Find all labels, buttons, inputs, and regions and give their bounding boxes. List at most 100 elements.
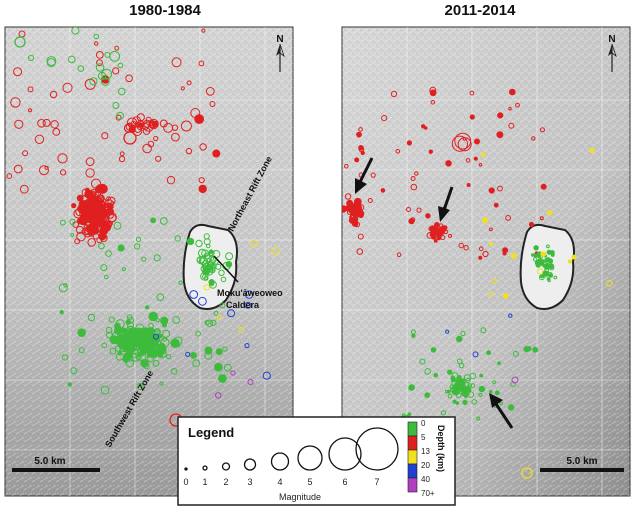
earthquake-marker	[346, 199, 354, 207]
earthquake-marker	[429, 89, 437, 97]
magnitude-circle-2	[221, 462, 231, 471]
earthquake-marker	[105, 326, 113, 334]
earthquake-marker	[474, 138, 480, 145]
earthquake-marker	[539, 216, 544, 221]
earthquake-marker	[85, 157, 95, 167]
earthquake-marker	[198, 177, 205, 184]
earthquake-marker	[120, 327, 127, 334]
earthquake-marker	[408, 218, 415, 225]
caldera-pointer-line	[213, 255, 239, 283]
depth-axis-label: Depth (km)	[436, 425, 446, 472]
earthquake-marker	[531, 253, 535, 257]
depth-tick-label: 5	[421, 433, 426, 442]
earthquake-marker	[142, 340, 153, 351]
legend-box: Legend 0 1 2 3 4 5 6 7 Magnitude 0 5 13 20 40 70+ De…	[177, 416, 456, 506]
earthquake-marker	[218, 269, 225, 276]
earthquake-marker	[502, 247, 509, 254]
earthquake-marker	[469, 372, 477, 380]
scale-bar: 5.0 km	[540, 456, 624, 472]
earthquake-marker	[117, 62, 124, 69]
earthquake-marker	[528, 221, 535, 228]
earthquake-marker	[497, 112, 504, 119]
earthquake-marker	[60, 169, 67, 176]
earthquake-marker	[540, 251, 547, 258]
earthquake-marker	[460, 330, 466, 337]
earthquake-marker	[190, 352, 197, 359]
earthquake-marker	[153, 254, 161, 262]
earthquake-marker	[116, 111, 124, 120]
earthquake-marker	[13, 164, 23, 174]
earthquake-marker	[118, 155, 126, 163]
earthquake-marker	[567, 259, 573, 264]
earthquake-marker	[95, 63, 105, 72]
earthquake-marker	[174, 235, 181, 242]
earthquake-marker	[429, 226, 436, 233]
north-arrow-icon: N	[276, 34, 285, 72]
earthquake-marker	[471, 399, 478, 405]
earthquake-marker	[406, 207, 411, 212]
earthquake-marker	[115, 319, 125, 329]
earthquake-marker	[523, 346, 530, 353]
earthquake-marker	[479, 373, 484, 378]
earthquake-marker	[491, 278, 497, 284]
earthquake-marker	[136, 382, 144, 391]
magnitude-tick-label: 0	[183, 477, 188, 487]
earthquake-marker	[508, 107, 512, 111]
magnitude-circle-1	[202, 465, 208, 471]
earthquake-marker	[533, 257, 538, 262]
earthquake-marker	[171, 132, 180, 142]
earthquake-marker	[209, 101, 216, 107]
earthquake-marker	[137, 352, 147, 362]
earthquake-marker	[370, 172, 376, 178]
earthquake-marker	[104, 199, 114, 209]
earthquake-marker	[162, 322, 167, 328]
earthquake-marker	[155, 155, 162, 162]
earthquake-marker	[447, 369, 453, 375]
earthquake-marker	[101, 132, 109, 140]
earthquake-marker	[145, 328, 152, 336]
earthquake-marker	[219, 302, 226, 309]
earthquake-marker	[57, 153, 68, 164]
earthquake-marker	[208, 249, 214, 254]
earthquake-marker	[138, 122, 144, 128]
earthquake-marker	[37, 119, 46, 128]
earthquake-marker	[131, 346, 138, 352]
earthquake-marker	[425, 213, 431, 219]
earthquake-marker	[108, 316, 115, 323]
earthquake-marker	[192, 359, 201, 368]
earthquake-marker	[344, 193, 352, 200]
earthquake-marker	[482, 217, 489, 224]
earthquake-marker	[87, 238, 96, 247]
earthquake-marker	[440, 235, 446, 241]
earthquake-marker	[486, 350, 492, 356]
earthquake-marker	[540, 183, 547, 190]
earthquake-marker	[198, 248, 207, 258]
earthquake-marker	[553, 275, 558, 280]
earthquake-marker	[71, 27, 80, 35]
arrow-icon	[355, 157, 374, 194]
earthquake-marker	[478, 385, 486, 393]
north-label: N	[608, 34, 615, 45]
earthquake-marker	[512, 350, 519, 357]
earthquake-marker	[200, 272, 209, 281]
earthquake-marker	[445, 160, 452, 167]
earthquake-marker	[125, 343, 132, 350]
earthquake-marker	[69, 218, 76, 226]
earthquake-marker	[152, 359, 160, 367]
earthquake-marker	[185, 351, 191, 357]
earthquake-marker	[546, 210, 553, 216]
earthquake-marker	[134, 126, 142, 133]
earthquake-marker	[149, 348, 158, 356]
earthquake-marker	[351, 216, 359, 224]
earthquake-marker	[195, 330, 201, 337]
earthquake-marker	[198, 60, 205, 67]
earthquake-marker	[104, 51, 111, 58]
earthquake-marker	[155, 318, 160, 323]
earthquake-marker	[457, 137, 472, 152]
earthquake-marker	[112, 102, 120, 109]
earthquake-marker	[60, 219, 66, 226]
earthquake-marker	[203, 233, 210, 240]
earthquake-marker	[488, 187, 495, 194]
earthquake-marker	[222, 346, 228, 352]
earthquake-marker	[100, 264, 108, 272]
